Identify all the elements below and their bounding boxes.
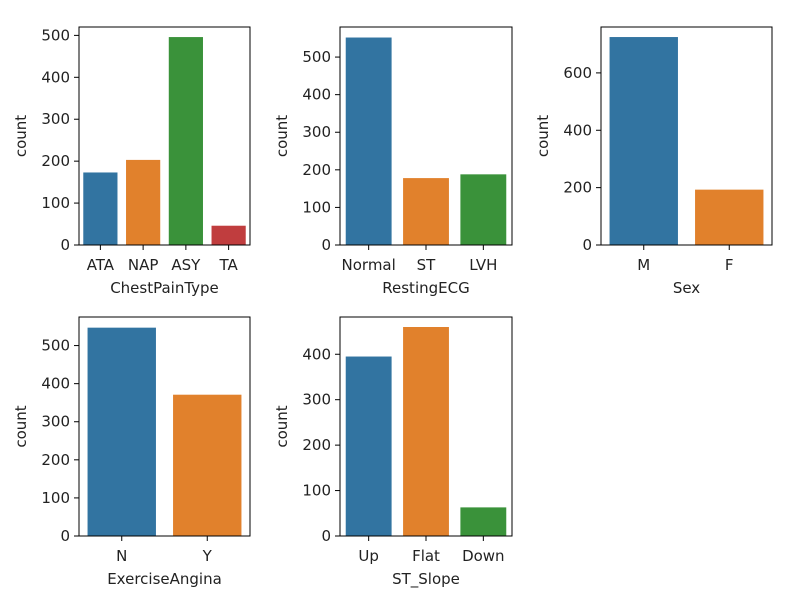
bar-y bbox=[173, 394, 242, 536]
bar-lvh bbox=[460, 174, 507, 245]
bar-st bbox=[403, 178, 449, 245]
y-axis-label: count bbox=[12, 115, 30, 157]
y-tick-label: 300 bbox=[41, 110, 70, 128]
x-axis-label: ExerciseAngina bbox=[107, 570, 222, 588]
bar-n bbox=[87, 327, 156, 536]
y-tick-label: 300 bbox=[41, 413, 70, 431]
y-tick-label: 300 bbox=[302, 391, 331, 409]
bar-nap bbox=[126, 159, 161, 245]
x-tick-label: ATA bbox=[87, 256, 115, 274]
y-tick-label: 0 bbox=[60, 236, 70, 254]
bar-normal bbox=[345, 37, 392, 245]
x-axis-label: ChestPainType bbox=[110, 279, 219, 297]
subplot-sex: 0 200 400 600 M F Sex count bbox=[534, 26, 773, 297]
y-tick-label: 200 bbox=[563, 179, 592, 197]
bar-up bbox=[345, 356, 392, 536]
bar-asy bbox=[168, 37, 203, 246]
y-tick-label: 500 bbox=[41, 337, 70, 355]
x-tick-label: F bbox=[725, 256, 734, 274]
x-tick-label: LVH bbox=[469, 256, 497, 274]
bar-flat bbox=[403, 327, 449, 536]
y-tick-label: 400 bbox=[302, 345, 331, 363]
y-tick-label: 400 bbox=[563, 121, 592, 139]
y-axis-label: count bbox=[12, 405, 30, 447]
x-tick-label: ASY bbox=[171, 256, 201, 274]
bar-f bbox=[695, 189, 764, 245]
y-tick-label: 200 bbox=[41, 152, 70, 170]
y-axis-label: count bbox=[534, 115, 552, 157]
y-tick-label: 300 bbox=[302, 123, 331, 141]
y-tick-label: 600 bbox=[563, 64, 592, 82]
plot-frame bbox=[78, 26, 251, 246]
y-tick-label: 100 bbox=[41, 194, 70, 212]
bar-down bbox=[460, 507, 507, 536]
x-tick-label: Flat bbox=[412, 547, 440, 565]
x-axis-label: ST_Slope bbox=[392, 570, 460, 589]
x-tick-label: N bbox=[116, 547, 127, 565]
plot-frame bbox=[78, 316, 251, 537]
x-tick-label: Down bbox=[462, 547, 505, 565]
y-tick-label: 400 bbox=[41, 68, 70, 86]
y-tick-label: 0 bbox=[60, 527, 70, 545]
y-tick-label: 400 bbox=[302, 86, 331, 104]
subplot-chestpaintype: 0 100 200 300 400 500 ATA NAP ASY TA ChestPainType… bbox=[12, 26, 251, 297]
y-tick-label: 0 bbox=[321, 527, 331, 545]
x-axis-label: RestingECG bbox=[382, 279, 469, 297]
bar-ata bbox=[83, 172, 118, 245]
x-tick-label: ST bbox=[417, 256, 437, 274]
y-tick-label: 400 bbox=[41, 375, 70, 393]
y-axis-label: count bbox=[273, 115, 291, 157]
y-tick-label: 200 bbox=[302, 161, 331, 179]
y-tick-label: 0 bbox=[321, 236, 331, 254]
subplot-exerciseangina: 0 100 200 300 400 500 N Y ExerciseAngina count bbox=[12, 316, 251, 588]
bar-m bbox=[609, 37, 678, 245]
x-tick-label: NAP bbox=[128, 256, 159, 274]
x-tick-label: Normal bbox=[342, 256, 396, 274]
x-tick-label: Up bbox=[358, 547, 379, 565]
y-tick-label: 100 bbox=[41, 489, 70, 507]
bar-ta bbox=[211, 225, 246, 245]
y-tick-label: 100 bbox=[302, 482, 331, 500]
y-tick-label: 500 bbox=[302, 48, 331, 66]
y-tick-label: 500 bbox=[41, 26, 70, 44]
plot-frame bbox=[600, 26, 773, 246]
x-tick-label: Y bbox=[202, 547, 213, 565]
y-tick-label: 200 bbox=[41, 451, 70, 469]
x-tick-label: TA bbox=[218, 256, 238, 274]
x-tick-label: M bbox=[637, 256, 650, 274]
y-tick-label: 200 bbox=[302, 436, 331, 454]
x-axis-label: Sex bbox=[673, 279, 700, 297]
y-tick-label: 0 bbox=[582, 236, 592, 254]
y-tick-label: 100 bbox=[302, 198, 331, 216]
y-axis-label: count bbox=[273, 405, 291, 447]
